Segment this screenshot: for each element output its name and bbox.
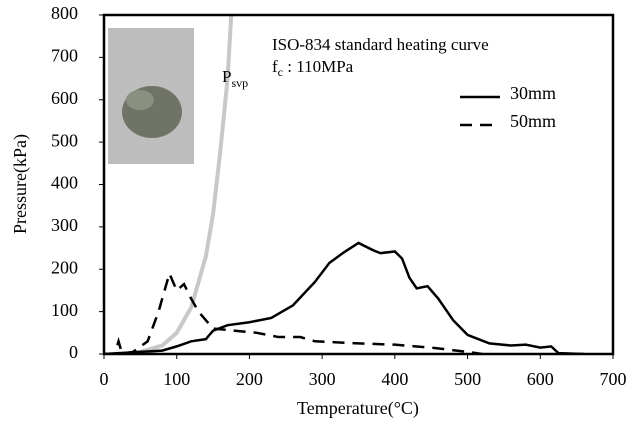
y-tick-label: 300	[51, 215, 78, 235]
fc-sub: c	[278, 65, 283, 79]
y-tick-label: 200	[51, 257, 78, 277]
y-tick-label: 500	[51, 130, 78, 150]
fc-main: f	[272, 57, 278, 76]
x-tick-label: 200	[236, 369, 263, 389]
y-tick-label: 0	[69, 342, 78, 362]
y-tick-label: 800	[51, 3, 78, 23]
legend-label: 30mm	[510, 83, 556, 103]
x-tick-label: 0	[100, 369, 109, 389]
x-tick-label: 300	[309, 369, 336, 389]
psvp-curve	[125, 15, 234, 354]
x-axis-label: Temperature(°C)	[297, 398, 419, 419]
legend-label: 50mm	[510, 111, 556, 131]
plot	[104, 15, 584, 354]
x-tick-label: 500	[454, 369, 481, 389]
y-tick-label: 600	[51, 88, 78, 108]
series-line	[104, 241, 584, 354]
fc-rest: : 110MPa	[283, 57, 354, 76]
annotation: ISO-834 standard heating curve	[272, 35, 489, 54]
x-tick-label: 600	[527, 369, 554, 389]
x-tick-label: 700	[600, 369, 627, 389]
y-tick-label: 100	[51, 300, 78, 320]
psvp-sub: svp	[231, 76, 248, 90]
psvp-label: Psvp	[222, 67, 248, 90]
series-line	[104, 269, 483, 354]
inset-sample	[126, 90, 154, 110]
psvp-main: P	[222, 67, 231, 86]
y-axis-label: Pressure(kPa)	[10, 134, 31, 234]
x-tick-label: 100	[163, 369, 190, 389]
y-tick-label: 400	[51, 173, 78, 193]
y-tick-label: 700	[51, 46, 78, 66]
x-tick-label: 400	[381, 369, 408, 389]
fc-label: fc : 110MPa	[272, 57, 354, 79]
